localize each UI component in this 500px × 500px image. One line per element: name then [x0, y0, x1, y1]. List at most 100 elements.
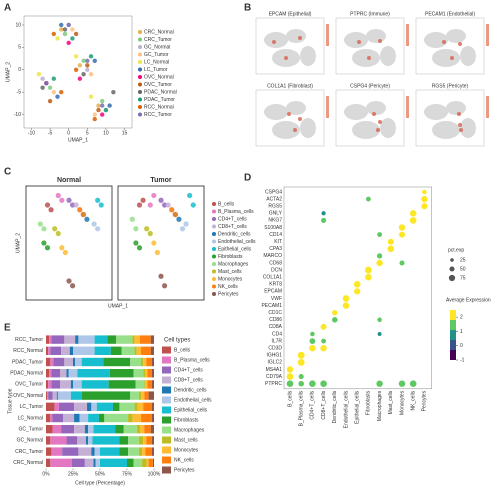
bar-segment	[46, 458, 51, 467]
feature-frame	[415, 89, 485, 147]
colorbar-step	[450, 340, 456, 350]
gene-label: COL1A1	[263, 275, 282, 281]
gene-label: CD86	[269, 317, 282, 323]
bar-segment	[73, 346, 95, 355]
cell-cloud	[264, 104, 288, 120]
bar-segment	[139, 425, 145, 434]
expression-spot	[442, 40, 446, 44]
y-tick-label: PDAC_Tumor	[12, 359, 43, 365]
bar-segment	[107, 335, 117, 344]
point	[183, 221, 189, 227]
point	[40, 76, 45, 81]
dot	[321, 217, 327, 223]
cell-cloud	[352, 121, 380, 139]
feature-frame	[255, 17, 325, 75]
dot	[332, 317, 338, 323]
legend-swatch	[138, 90, 142, 94]
legend-label: PDAC_Tumor	[144, 97, 175, 103]
cell-type-label: NK_cells	[411, 390, 417, 410]
point	[111, 89, 116, 95]
legend-swatch	[212, 247, 216, 251]
expression-spot	[298, 117, 302, 121]
bar-segment	[46, 425, 53, 434]
point	[73, 31, 79, 37]
bar-segment	[51, 447, 63, 456]
point	[66, 197, 72, 203]
point	[47, 85, 53, 90]
bar-segment	[134, 346, 137, 355]
bar-segment	[64, 335, 76, 344]
facet-title: Tumor	[150, 177, 172, 184]
legend-label: B_cells	[174, 347, 191, 353]
point	[51, 76, 56, 81]
expression-spot	[272, 40, 276, 44]
dot	[320, 323, 327, 330]
x-axis-label: UMAP_1	[68, 137, 88, 143]
x-tick-label: -10	[28, 130, 35, 136]
bar-segment	[62, 447, 79, 456]
legend-swatch	[162, 446, 171, 454]
point	[107, 103, 112, 108]
point	[37, 221, 43, 227]
expression-spot	[450, 56, 454, 60]
bar-segment	[84, 458, 94, 467]
bar-segment	[91, 402, 97, 411]
gene-label: MS4A1	[266, 367, 283, 373]
y-tick-label: LC_Tumor	[20, 404, 44, 410]
cell-type-label: Pericytes	[422, 390, 428, 411]
colorbar	[486, 96, 489, 118]
point	[81, 58, 86, 63]
dot	[286, 373, 294, 380]
bar-segment	[144, 391, 149, 400]
bar-segment	[119, 436, 129, 445]
legend-label: Pericytes	[218, 291, 239, 297]
point	[179, 226, 186, 232]
bar-segment	[108, 380, 136, 389]
legend-swatch	[212, 232, 216, 236]
dot	[376, 380, 383, 387]
legend-label: Dendritic_cells	[218, 231, 251, 237]
dot	[399, 260, 405, 266]
legend-label: Epithelial_cells	[218, 246, 252, 252]
cell-type-label: CD8+T_cells	[321, 390, 327, 419]
bar-segment	[150, 346, 154, 355]
legend-swatch	[162, 366, 171, 374]
legend-label: Mast_cells	[174, 437, 198, 443]
point	[92, 116, 97, 122]
dot	[286, 380, 294, 388]
dot	[309, 380, 316, 388]
cell-cloud	[352, 49, 380, 67]
point	[92, 112, 97, 117]
bar-segment	[46, 335, 50, 344]
legend-swatch	[212, 202, 216, 206]
bar-segment	[51, 380, 61, 389]
cell-type-label: Macrophages	[377, 390, 383, 421]
bar-segment	[74, 402, 88, 411]
legend-swatch	[138, 105, 142, 109]
legend-label: NK_cells	[174, 457, 194, 463]
y-axis-label: UMAP_2	[15, 233, 21, 253]
bar-segment	[100, 447, 120, 456]
bar-segment	[46, 413, 51, 423]
point	[100, 103, 105, 108]
legend-label: Fibroblasts	[174, 417, 199, 423]
x-axis-label: UMAP_1	[108, 303, 128, 309]
legend-label: Macrophages	[218, 261, 249, 267]
bar-segment	[81, 357, 104, 367]
legend-label: B_Plasma_cells	[218, 209, 254, 215]
bar-segment	[84, 425, 89, 434]
bar-segment	[50, 413, 53, 423]
bar-segment	[73, 380, 82, 389]
plot-frame	[23, 15, 133, 129]
bar-segment	[51, 335, 65, 344]
point	[103, 107, 109, 113]
legend-label: B_Plasma_cells	[174, 357, 210, 363]
cell-cloud	[380, 118, 396, 138]
gene-label: CD14	[269, 232, 282, 238]
bar-segment	[151, 369, 154, 378]
legend-label: CD8+T_cells	[218, 224, 247, 230]
bar-segment	[56, 391, 58, 400]
bar-segment	[75, 335, 79, 344]
feature-title: PTPRC (Immune)	[350, 11, 390, 17]
bar-segment	[116, 335, 133, 344]
